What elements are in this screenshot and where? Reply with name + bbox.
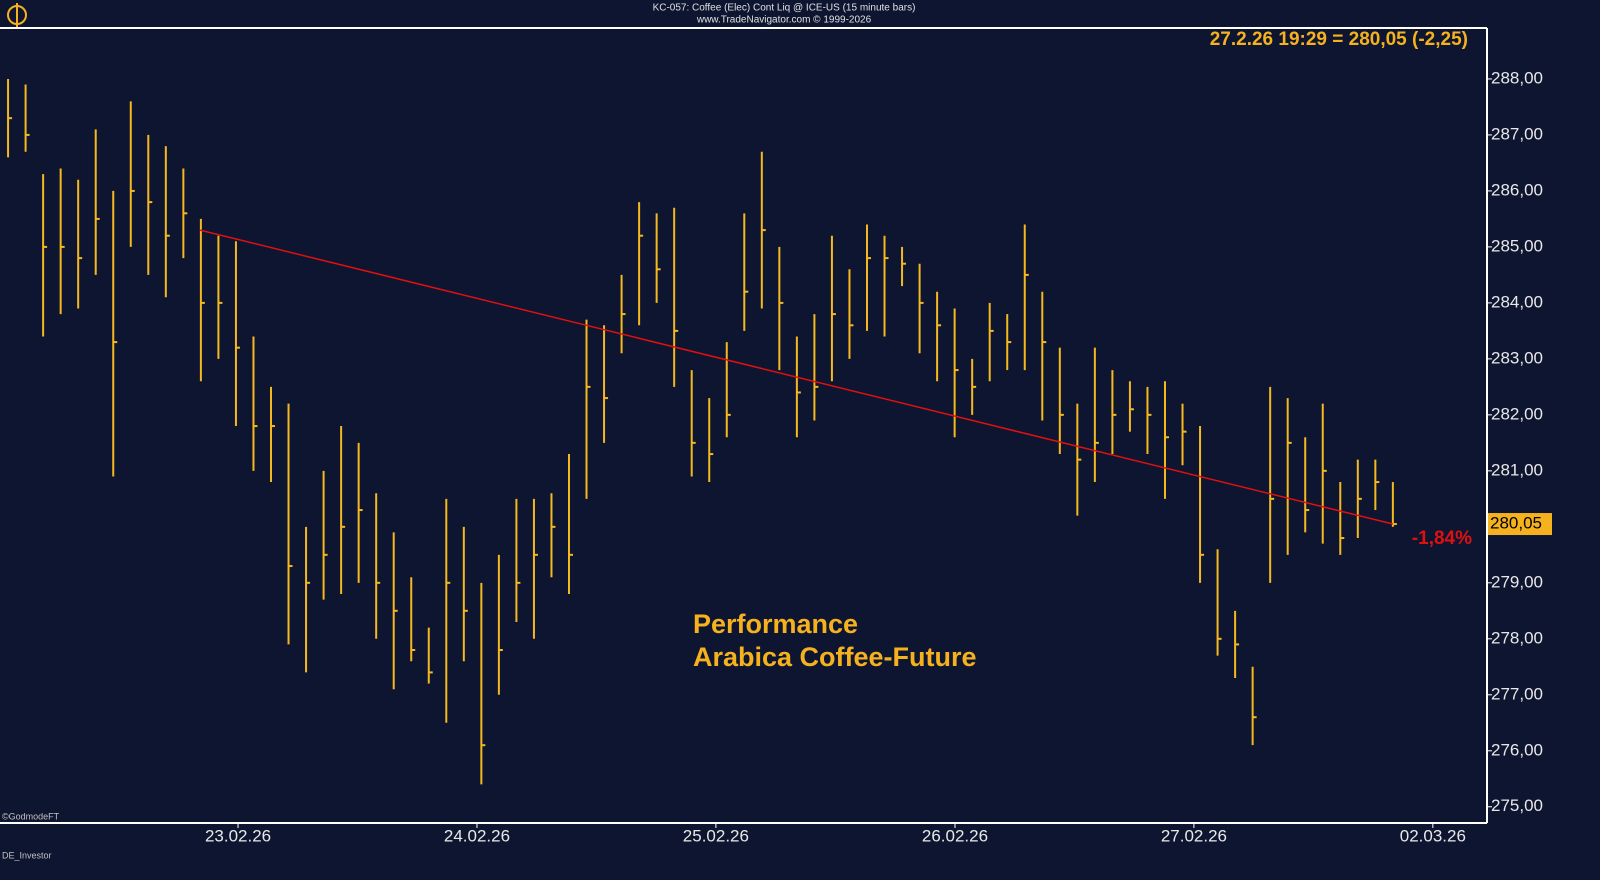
- x-tick-label: 24.02.26: [444, 826, 510, 845]
- y-tick-label: 288,00: [1491, 68, 1543, 87]
- x-tick-label: 26.02.26: [922, 826, 988, 845]
- y-tick-label: 284,00: [1491, 292, 1543, 311]
- y-tick-label: 285,00: [1491, 236, 1543, 255]
- y-tick-label: 276,00: [1491, 740, 1543, 759]
- y-tick-label: 287,00: [1491, 124, 1543, 143]
- chart-subtitle: www.TradeNavigator.com © 1999-2026: [696, 15, 872, 26]
- trendline: [199, 229, 1394, 525]
- y-tick-label: 279,00: [1491, 572, 1543, 591]
- price-readout: 27.2.26 19:29 = 280,05 (-2,25): [1210, 29, 1468, 50]
- x-tick-label: 02.03.26: [1400, 826, 1466, 845]
- y-tick-label: 286,00: [1491, 180, 1543, 199]
- x-tick-label: 25.02.26: [683, 826, 749, 845]
- x-tick-label: 27.02.26: [1161, 826, 1227, 845]
- y-tick-label: 278,00: [1491, 628, 1543, 647]
- x-tick-label: 23.02.26: [205, 826, 271, 845]
- chart-title: KC-057: Coffee (Elec) Cont Liq @ ICE-US …: [653, 3, 916, 14]
- last-price-label: 280,05: [1490, 514, 1542, 533]
- logo: [7, 3, 27, 27]
- footer-text: ©GodmodeFT: [2, 811, 60, 821]
- annotation-line: Arabica Coffee-Future: [693, 642, 977, 672]
- y-tick-label: 277,00: [1491, 684, 1543, 703]
- last-price-box: [1488, 513, 1552, 536]
- footer-text: DE_Investor: [2, 850, 52, 860]
- y-tick-label: 283,00: [1491, 348, 1543, 367]
- performance-label: -1,84%: [1412, 528, 1472, 549]
- y-tick-label: 275,00: [1491, 796, 1543, 815]
- y-tick-label: 282,00: [1491, 404, 1543, 423]
- y-tick-label: 281,00: [1491, 460, 1543, 479]
- annotation-line: Performance: [693, 609, 858, 639]
